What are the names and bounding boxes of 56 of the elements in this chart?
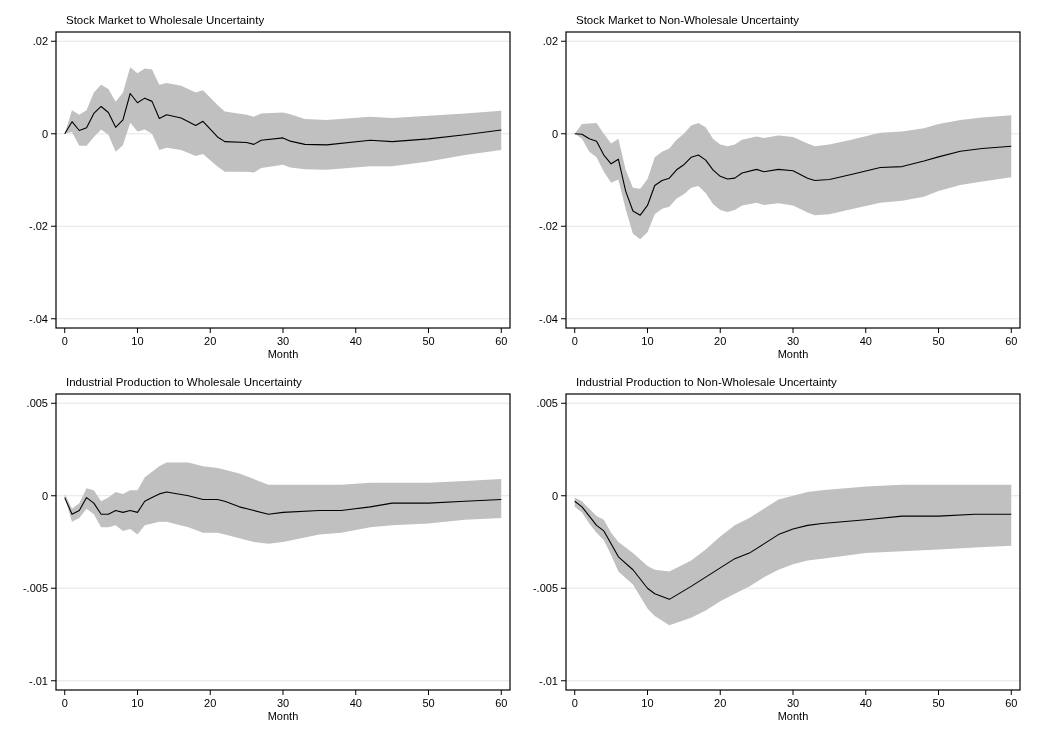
x-tick-label: 20 [204,697,217,709]
x-tick-label: 30 [786,697,800,709]
x-axis-title: Month [267,710,299,722]
x-tick-label: 60 [1005,335,1018,347]
chart-title: Stock Market to Non-Wholesale Uncertainty [576,14,800,26]
x-tick-label: 60 [495,335,508,347]
y-tick-label: .02 [542,35,558,48]
x-tick-label: 40 [859,335,872,347]
x-tick-label: 0 [571,335,578,347]
y-tick-label: -.02 [539,220,558,233]
x-tick-label: 20 [714,335,727,347]
x-tick-label: 60 [1005,697,1018,709]
x-tick-label: 50 [422,697,435,709]
y-tick-label: 0 [551,127,558,140]
x-tick-label: 30 [276,697,290,709]
y-tick-label: -.01 [539,674,558,687]
y-tick-label: -.005 [532,582,558,595]
y-tick-label: -.04 [539,312,558,325]
x-tick-label: 10 [641,697,654,709]
chart-title: Industrial Production to Non-Wholesale Uncertainty [576,376,838,388]
y-tick-label: 0 [41,489,48,502]
chart-title: Stock Market to Wholesale Uncertainty [66,14,265,26]
x-tick-label: 10 [131,335,144,347]
line-series [64,92,502,146]
y-tick-label: -.005 [22,582,48,595]
x-axis-title: Month [777,710,809,722]
x-axis-title: Month [777,348,809,360]
line-series [574,133,1012,216]
x-tick-label: 30 [276,335,290,347]
x-axis-title: Month [267,348,299,360]
y-tick-label: -.04 [29,312,48,325]
y-tick-label: 0 [41,127,48,140]
x-tick-label: 10 [131,697,144,709]
x-tick-label: 50 [422,335,435,347]
y-tick-label: .005 [536,397,558,410]
x-tick-label: 0 [61,697,68,709]
y-tick-label: .005 [26,397,48,410]
line-series [64,491,502,515]
x-tick-label: 20 [714,697,727,709]
x-tick-label: 20 [204,335,217,347]
x-tick-label: 0 [571,697,578,709]
x-tick-label: 40 [859,697,872,709]
y-tick-label: 0 [551,489,558,502]
x-tick-label: 40 [349,697,362,709]
x-tick-label: 50 [932,697,945,709]
y-tick-label: -.01 [29,674,48,687]
x-tick-label: 10 [641,335,654,347]
chart-title: Industrial Production to Wholesale Uncertainty [66,376,303,388]
x-tick-label: 50 [932,335,945,347]
y-tick-label: .02 [32,35,48,48]
x-tick-label: 0 [61,335,68,347]
x-tick-label: 60 [495,697,508,709]
x-tick-label: 30 [786,335,800,347]
x-tick-label: 40 [349,335,362,347]
y-tick-label: -.02 [29,220,48,233]
line-series [574,500,1012,600]
